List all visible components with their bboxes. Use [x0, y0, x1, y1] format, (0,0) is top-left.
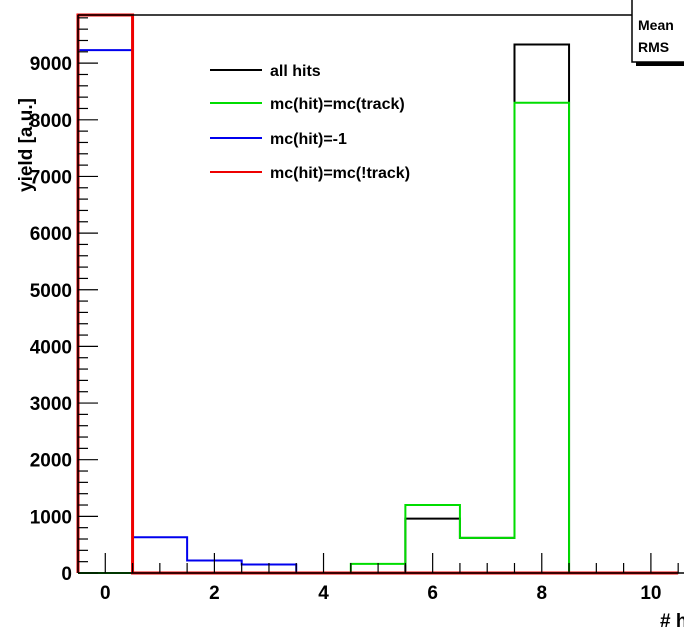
legend: all hits mc(hit)=mc(track) mc(hit)=-1 mc…: [210, 63, 410, 182]
stats-rms-label: RMS: [638, 39, 669, 55]
stats-mean-label: Mean: [638, 17, 674, 33]
y-tick-label: 8000: [30, 111, 72, 132]
y-tick-label: 5000: [30, 281, 72, 302]
tick-labels: 0 1000 2000 3000 4000 5000 6000 7000 8000 9000 0 2 4…: [30, 54, 662, 604]
axis-ticks: [78, 17, 679, 574]
y-tick-label: 4000: [30, 337, 72, 358]
x-tick-label: 8: [536, 583, 547, 604]
y-tick-label: 0: [61, 564, 72, 585]
x-axis-title: # h: [660, 611, 684, 632]
y-tick-label: 7000: [30, 167, 72, 188]
y-axis-title: yield [a.u.]: [16, 98, 37, 192]
x-tick-label: 4: [318, 583, 329, 604]
legend-label-mc-not-track: mc(hit)=mc(!track): [270, 165, 410, 182]
x-tick-label: 0: [100, 583, 111, 604]
legend-label-all-hits: all hits: [270, 63, 321, 80]
series-0-line: [78, 43, 679, 574]
y-tick-label: 1000: [30, 507, 72, 528]
series-2-line: [77, 49, 679, 574]
x-tick-label: 10: [640, 583, 661, 604]
y-tick-label: 6000: [30, 224, 72, 245]
x-tick-label: 6: [427, 583, 438, 604]
y-tick-label: 2000: [30, 451, 72, 472]
legend-label-mc-track: mc(hit)=mc(track): [270, 96, 405, 113]
legend-label-mc-minus1: mc(hit)=-1: [270, 131, 347, 148]
x-tick-label: 2: [209, 583, 220, 604]
y-tick-label: 9000: [30, 54, 72, 75]
stats-box: Mean RMS: [631, 0, 684, 66]
y-tick-label: 3000: [30, 394, 72, 415]
